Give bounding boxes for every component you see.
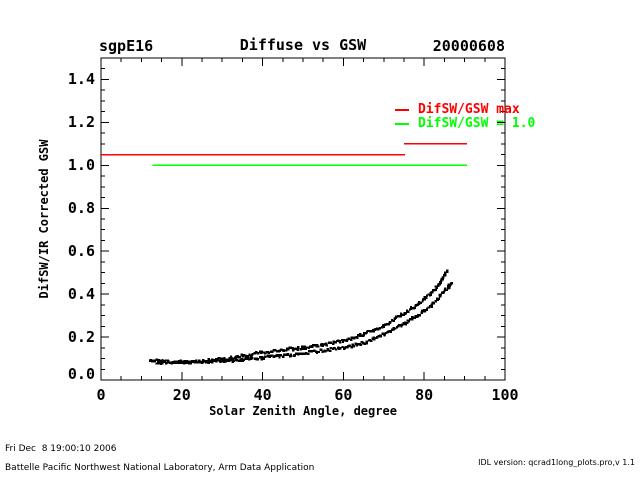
date-label: 20000608 — [432, 37, 505, 55]
x-tick-label: 60 — [334, 386, 353, 404]
footer-version-info: IDL version: qcrad1long_plots.pro,v 1.1 … — [420, 442, 635, 480]
x-tick-label: 100 — [491, 386, 519, 404]
y-axis-title: DifSW/IR Corrected GSW — [37, 139, 51, 299]
legend: DifSW/GSW max DifSW/GSW = 1.0 — [348, 89, 535, 131]
footer-organization: Battelle Pacific Northwest National Labo… — [5, 463, 315, 473]
legend-entry-unity: DifSW/GSW = 1.0 — [348, 103, 535, 131]
y-tick-label: 0.2 — [67, 328, 95, 347]
legend-entry-max: DifSW/GSW max — [348, 89, 535, 117]
legend-line-sample-green — [394, 122, 409, 125]
site-label: sgpE16 — [99, 37, 154, 55]
y-tick-label: 0.4 — [67, 285, 95, 304]
y-tick-label: 0.8 — [67, 199, 95, 218]
footer-timestamp: Fri Dec 8 19:00:10 2006 — [5, 444, 117, 454]
y-tick-label: 1.4 — [67, 70, 95, 89]
x-tick-label: 80 — [415, 386, 434, 404]
y-tick-label: 0.6 — [67, 242, 95, 261]
legend-label: DifSW/GSW = 1.0 — [417, 116, 536, 131]
legend-label: DifSW/GSW max — [417, 102, 520, 117]
scatter-series — [149, 269, 453, 365]
plot-title: Diffuse vs GSW — [239, 36, 367, 54]
x-tick-label: 0 — [96, 386, 106, 404]
x-tick-label: 40 — [253, 386, 272, 404]
legend-line-sample-red — [394, 108, 409, 111]
x-tick-label: 20 — [172, 386, 191, 404]
y-tick-label: 0.0 — [67, 365, 95, 383]
y-tick-label: 1.2 — [67, 113, 95, 132]
y-tick-label: 1.0 — [67, 156, 95, 175]
idl-version-line: IDL version: qcrad1long_plots.pro,v 1.1 — [478, 457, 635, 467]
x-axis-title: Solar Zenith Angle, degree — [209, 404, 397, 418]
